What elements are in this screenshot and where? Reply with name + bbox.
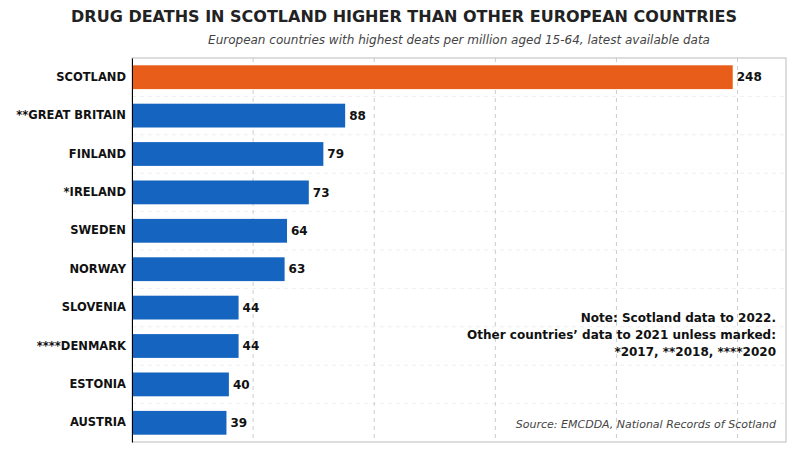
bar	[132, 180, 309, 204]
row-separator	[132, 250, 786, 251]
source: Source: EMCDDA, National Records of Scot…	[516, 418, 777, 431]
note-line: Other countries’ data to 2021 unless mar…	[467, 328, 776, 342]
grid-line	[495, 58, 496, 442]
y-tick: ESTONIA	[69, 377, 132, 391]
y-tick-label: **GREAT BRITAIN	[16, 108, 126, 122]
grid-line	[737, 58, 738, 442]
bar	[132, 296, 239, 320]
row-separator	[132, 403, 786, 404]
data-label: 73	[313, 186, 330, 200]
note-line: *2017, **2018, ****2020	[614, 345, 776, 359]
bar	[132, 334, 239, 358]
bar	[132, 257, 285, 281]
row-separator	[132, 365, 786, 366]
y-tick-label: NORWAY	[69, 262, 126, 276]
data-labels: 248 88 79 73 64 63 44 44 40 39	[230, 70, 761, 430]
grid-line	[374, 58, 375, 442]
data-label: 64	[291, 224, 308, 238]
y-tick: AUSTRIA	[70, 415, 132, 429]
data-label: 63	[289, 262, 306, 276]
chart-svg: DRUG DEATHS IN SCOTLAND HIGHER THAN OTHE…	[0, 0, 808, 454]
y-tick-label: ESTONIA	[69, 377, 126, 391]
bar	[132, 219, 287, 243]
y-tick: ****DENMARK	[37, 339, 132, 353]
row-separators	[132, 96, 786, 403]
note-line: Note: Scotland data to 2022.	[581, 311, 776, 325]
data-label: 44	[243, 339, 260, 353]
y-axis: SCOTLAND **GREAT BRITAIN FINLAND *IRELAND SW…	[16, 59, 132, 443]
y-tick: **GREAT BRITAIN	[16, 108, 132, 122]
bar	[132, 411, 226, 435]
y-axis-line	[132, 59, 133, 443]
note: Note: Scotland data to 2022. Other countr…	[467, 311, 776, 359]
bar	[132, 104, 345, 128]
y-tick-label: ****DENMARK	[37, 339, 127, 353]
y-tick: SCOTLAND	[56, 70, 132, 84]
plot: 248 88 79 73 64 63 44 44 40 39 SCOTLAND **GREAT BRI…	[16, 58, 786, 443]
bars	[132, 65, 733, 434]
row-separator	[132, 211, 786, 212]
y-tick: SLOVENIA	[62, 300, 132, 314]
data-label: 40	[233, 378, 250, 392]
row-separator	[132, 173, 786, 174]
y-tick: *IRELAND	[64, 185, 132, 199]
row-separator	[132, 288, 786, 289]
row-separator	[132, 134, 786, 135]
grid-line	[616, 58, 617, 442]
y-tick-label: *IRELAND	[64, 185, 126, 199]
data-label: 44	[243, 301, 260, 315]
y-tick-label: SCOTLAND	[56, 70, 126, 84]
data-label: 248	[737, 70, 762, 84]
y-tick-label: SWEDEN	[70, 223, 126, 237]
bar	[132, 142, 323, 166]
bar	[132, 65, 733, 89]
data-label: 88	[349, 109, 366, 123]
y-tick-label: AUSTRIA	[70, 415, 126, 429]
y-tick: SWEDEN	[70, 223, 132, 237]
y-tick-label: SLOVENIA	[62, 300, 126, 314]
y-tick: NORWAY	[69, 262, 132, 276]
data-label: 39	[230, 416, 247, 430]
title: DRUG DEATHS IN SCOTLAND HIGHER THAN OTHE…	[71, 7, 737, 26]
row-separator	[132, 96, 786, 97]
bar	[132, 372, 229, 396]
y-tick-label: FINLAND	[69, 147, 126, 161]
data-label: 79	[327, 147, 344, 161]
y-tick: FINLAND	[69, 147, 132, 161]
subtitle: European countries with highest deats pe…	[208, 33, 710, 47]
plot-frame	[132, 58, 786, 442]
